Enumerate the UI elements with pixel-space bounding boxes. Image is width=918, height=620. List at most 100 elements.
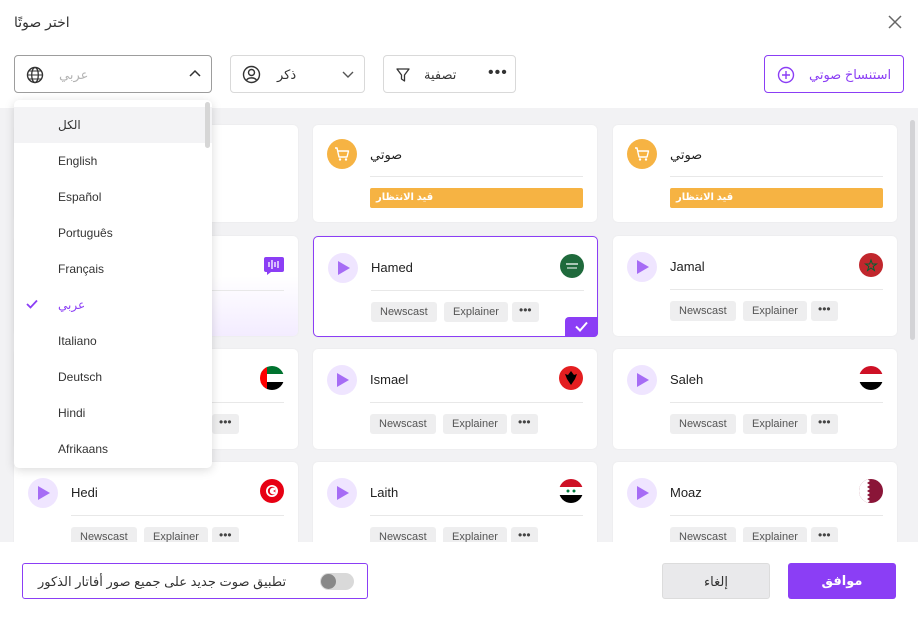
tag-newscast[interactable]: Newscast xyxy=(670,414,736,434)
tag-explainer[interactable]: Explainer xyxy=(443,414,507,434)
selected-check-badge xyxy=(565,317,598,337)
tag-newscast[interactable]: Newscast xyxy=(71,527,137,542)
voice-card-hedi[interactable]: Hedi Newscast Explainer ••• xyxy=(14,462,298,542)
voice-card-my-voice-2[interactable]: صوتي قيد الانتظار xyxy=(613,125,897,222)
ok-button[interactable]: موافق xyxy=(788,563,896,599)
toggle-knob xyxy=(321,574,336,589)
dropdown-scrollbar[interactable] xyxy=(205,102,210,148)
tag-explainer[interactable]: Explainer xyxy=(743,414,807,434)
language-option-french[interactable]: Français xyxy=(58,262,105,276)
voice-name: Hedi xyxy=(71,485,98,500)
tag-explainer[interactable]: Explainer xyxy=(443,527,507,542)
play-icon xyxy=(338,261,350,275)
play-button[interactable] xyxy=(627,252,657,282)
language-option-german[interactable]: Deutsch xyxy=(58,370,103,384)
play-icon xyxy=(637,260,649,274)
play-button[interactable] xyxy=(328,253,358,283)
more-tags-button[interactable]: ••• xyxy=(811,301,838,321)
voice-card-ismael[interactable]: Ismael Newscast Explainer ••• xyxy=(313,349,597,449)
play-button[interactable] xyxy=(627,365,657,395)
language-option-hindi[interactable]: Hindi xyxy=(58,406,86,420)
play-icon xyxy=(337,373,349,387)
voice-name: Laith xyxy=(370,485,399,500)
flag-uae-icon xyxy=(260,366,284,390)
language-option-spanish[interactable]: Español xyxy=(58,190,102,204)
card-divider xyxy=(370,515,583,516)
play-icon xyxy=(637,373,649,387)
filter-button[interactable]: تصفية ••• xyxy=(383,55,516,93)
card-divider xyxy=(670,402,883,403)
chevron-down-icon xyxy=(342,71,354,78)
play-button[interactable] xyxy=(28,478,58,508)
filter-label: تصفية xyxy=(424,67,457,82)
language-select[interactable]: عربي xyxy=(14,55,212,93)
chevron-up-icon xyxy=(189,69,201,77)
play-button[interactable] xyxy=(327,365,357,395)
play-icon xyxy=(337,486,349,500)
cart-icon xyxy=(335,147,350,161)
clone-voice-button[interactable]: استنساخ صوتي xyxy=(764,55,904,93)
tag-newscast[interactable]: Newscast xyxy=(370,414,436,434)
card-divider xyxy=(370,176,583,177)
tag-newscast[interactable]: Newscast xyxy=(670,301,736,321)
more-tags-button[interactable]: ••• xyxy=(511,527,538,542)
cart-button[interactable] xyxy=(327,139,357,169)
cart-icon xyxy=(635,147,650,161)
voice-wave-icon xyxy=(264,257,284,275)
voice-card-laith[interactable]: Laith Newscast Explainer ••• xyxy=(313,462,597,542)
tag-explainer[interactable]: Explainer xyxy=(743,301,807,321)
play-button[interactable] xyxy=(627,478,657,508)
voice-card-hamed[interactable]: Hamed Newscast Explainer ••• xyxy=(313,236,598,337)
voice-name: Hamed xyxy=(371,260,413,275)
close-button[interactable] xyxy=(885,12,905,32)
filter-icon xyxy=(396,68,410,82)
cart-button[interactable] xyxy=(627,139,657,169)
flag-qatar-icon xyxy=(859,479,883,503)
tag-explainer[interactable]: Explainer xyxy=(444,302,508,322)
ok-label: موافق xyxy=(821,573,863,588)
flag-tunisia-icon xyxy=(260,479,284,503)
voice-name: Moaz xyxy=(670,485,702,500)
voice-card-moaz[interactable]: Moaz Newscast Explainer ••• xyxy=(613,462,897,542)
more-tags-button[interactable]: ••• xyxy=(811,414,838,434)
more-tags-button[interactable]: ••• xyxy=(212,527,239,542)
tag-newscast[interactable]: Newscast xyxy=(670,527,736,542)
voice-card-jamal[interactable]: Jamal Newscast Explainer ••• xyxy=(613,236,897,336)
language-option-portuguese[interactable]: Português xyxy=(58,226,113,240)
language-option-italian[interactable]: Italiano xyxy=(58,334,97,348)
voice-card-saleh[interactable]: Saleh Newscast Explainer ••• xyxy=(613,349,897,449)
more-tags-button[interactable]: ••• xyxy=(212,414,239,434)
language-option-english[interactable]: English xyxy=(58,154,98,168)
dialog-title: اختر صوتًا xyxy=(14,14,70,30)
tag-newscast[interactable]: Newscast xyxy=(371,302,437,322)
voice-name: صوتي xyxy=(670,147,703,162)
apply-all-avatars-option: تطبيق صوت جديد على جميع صور أفاتار الذكو… xyxy=(22,563,368,599)
voice-name: Ismael xyxy=(370,372,409,387)
gender-select[interactable]: ذكر xyxy=(230,55,365,93)
play-icon xyxy=(38,486,50,500)
more-tags-button[interactable]: ••• xyxy=(511,414,538,434)
flag-syria-icon xyxy=(559,479,583,503)
flag-albania-icon xyxy=(559,366,583,390)
clone-voice-label: استنساخ صوتي xyxy=(809,67,892,82)
language-option-afrikaans[interactable]: Afrikaans xyxy=(58,442,109,456)
tag-explainer[interactable]: Explainer xyxy=(144,527,208,542)
language-option-arabic[interactable]: عربي xyxy=(14,287,212,323)
cancel-button[interactable]: إلغاء xyxy=(662,563,770,599)
language-option-all[interactable]: الكل xyxy=(14,107,212,143)
user-circle-icon xyxy=(242,65,261,84)
close-icon xyxy=(888,15,902,29)
apply-all-toggle[interactable] xyxy=(320,573,354,590)
voice-card-my-voice-1[interactable]: صوتي قيد الانتظار xyxy=(313,125,597,222)
play-button[interactable] xyxy=(327,478,357,508)
more-tags-button[interactable]: ••• xyxy=(811,527,838,542)
pending-badge: قيد الانتظار xyxy=(370,188,583,208)
tag-explainer[interactable]: Explainer xyxy=(743,527,807,542)
more-tags-button[interactable]: ••• xyxy=(512,302,539,322)
more-options-icon: ••• xyxy=(488,64,508,81)
card-divider xyxy=(670,289,883,290)
card-divider xyxy=(71,515,284,516)
tag-newscast[interactable]: Newscast xyxy=(370,527,436,542)
grid-scrollbar[interactable] xyxy=(910,120,915,340)
